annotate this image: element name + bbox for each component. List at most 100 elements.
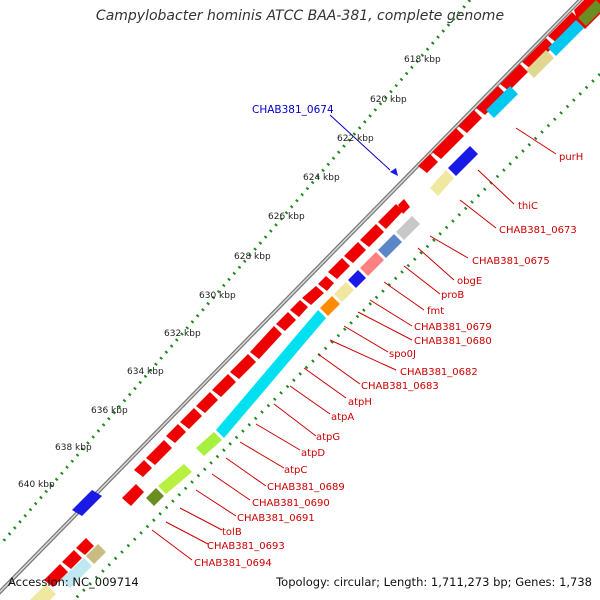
connector-blue	[329, 114, 391, 171]
cog-block	[348, 270, 366, 288]
scale-labels: 618 kbp 620 kbp 622 kbp 624 kbp 626 kbp 628 k…	[18, 55, 441, 490]
cog-block	[196, 432, 222, 456]
connector	[383, 281, 425, 311]
connector	[343, 325, 389, 353]
gene-label: CHAB381_0680	[414, 336, 492, 347]
gene-label-blue: CHAB381_0674	[252, 104, 334, 116]
gene-label: CHAB381_0690	[252, 498, 330, 509]
connector	[369, 299, 413, 327]
gene-labels: purH thiC CHAB381_0673 CHAB381_0675 obgE proB…	[194, 152, 583, 569]
label-connectors	[151, 127, 557, 561]
gene-arrow	[250, 326, 282, 359]
gene-arrow	[476, 86, 506, 115]
connector	[165, 521, 209, 545]
gene-label: tolB	[222, 527, 242, 538]
connector	[179, 507, 223, 531]
gene-arrow	[146, 440, 172, 465]
tick-row-inner	[72, 72, 600, 600]
connector	[195, 489, 237, 517]
gene-label: CHAB381_0679	[414, 322, 492, 333]
cog-block	[360, 252, 384, 276]
gene-arrow	[360, 224, 384, 247]
gene-arrow	[328, 258, 350, 279]
cog-block	[430, 170, 454, 196]
connector	[515, 127, 557, 155]
gene-label: CHAB381_0673	[499, 225, 577, 236]
gene-arrow	[134, 460, 152, 477]
gene-label: proB	[441, 290, 464, 301]
gene-arrow	[62, 550, 82, 569]
gene-label: CHAB381_0689	[267, 482, 345, 493]
cog-block	[86, 544, 106, 564]
connector	[225, 457, 267, 487]
scale-label: 624 kbp	[303, 173, 340, 183]
cog-block	[334, 282, 354, 302]
gene-arrow	[344, 242, 366, 263]
gene-label: atpA	[331, 412, 354, 423]
gene-label: fmt	[427, 306, 444, 317]
map-title: Campylobacter hominis ATCC BAA-381, comp…	[95, 8, 505, 24]
gene-arrow	[432, 128, 464, 159]
gene-arrow	[276, 312, 296, 331]
gene-label: CHAB381_0693	[207, 541, 285, 552]
scale-label: 626 kbp	[268, 212, 305, 222]
cog-block	[378, 234, 402, 258]
gene-arrow	[548, 12, 580, 43]
cog-block	[216, 310, 326, 438]
gene-label: atpC	[284, 465, 307, 476]
cog-block	[448, 146, 478, 176]
gene-label: CHAB381_0682	[400, 367, 478, 378]
gene-label: obgE	[457, 276, 482, 287]
gene-label: atpD	[301, 448, 325, 459]
gene-arrow	[522, 38, 554, 69]
cog-block	[158, 464, 192, 494]
connector	[317, 353, 361, 385]
gene-arrow	[458, 110, 482, 133]
scale-label: 628 kbp	[234, 252, 271, 262]
cog-block	[396, 216, 420, 240]
connector	[459, 199, 497, 229]
tick-row-outer	[0, 0, 472, 546]
connector	[255, 423, 301, 451]
connector	[289, 385, 331, 415]
gene-arrow-blue-small	[390, 168, 398, 176]
connector	[357, 311, 413, 341]
gene-arrow	[302, 286, 324, 305]
gene-label: CHAB381_0691	[237, 513, 315, 524]
cog-strip	[30, 0, 600, 600]
gene-label: CHAB381_0675	[472, 256, 550, 267]
genome-summary-text: Topology: circular; Length: 1,711,273 bp…	[276, 575, 592, 589]
cog-block	[486, 86, 518, 118]
connector	[329, 339, 397, 371]
cog-block	[30, 584, 56, 600]
connector	[239, 441, 285, 469]
cog-block	[526, 50, 554, 78]
scale-label: 620 kbp	[370, 95, 407, 105]
scale-label: 632 kbp	[164, 329, 201, 339]
scale-label: 634 kbp	[127, 367, 164, 377]
connector	[417, 247, 455, 281]
scale-label: 638 kbp	[55, 443, 92, 453]
gene-arrow	[378, 204, 403, 229]
gene-arrow	[180, 408, 202, 429]
gene-label: CHAB381_0683	[361, 381, 439, 392]
gene-arrow	[76, 538, 94, 555]
cog-block	[60, 558, 92, 588]
connector	[477, 169, 515, 205]
gene-arrow	[166, 424, 186, 443]
gene-label: thiC	[518, 201, 538, 212]
gene-arrow	[44, 564, 68, 587]
gene-label: spo0J	[389, 349, 416, 360]
scale-label: 640 kbp	[18, 480, 55, 490]
gene-arrow	[230, 354, 256, 379]
scale-label: 630 kbp	[199, 291, 236, 301]
gene-label: atpG	[316, 432, 340, 443]
gene-arrow	[196, 392, 218, 413]
scale-label: 636 kbp	[91, 406, 128, 416]
gene-arrow	[212, 374, 236, 397]
cog-block	[548, 20, 584, 56]
accession-text: Accession: NC_009714	[8, 575, 139, 589]
gene-label: CHAB381_0694	[194, 558, 272, 569]
